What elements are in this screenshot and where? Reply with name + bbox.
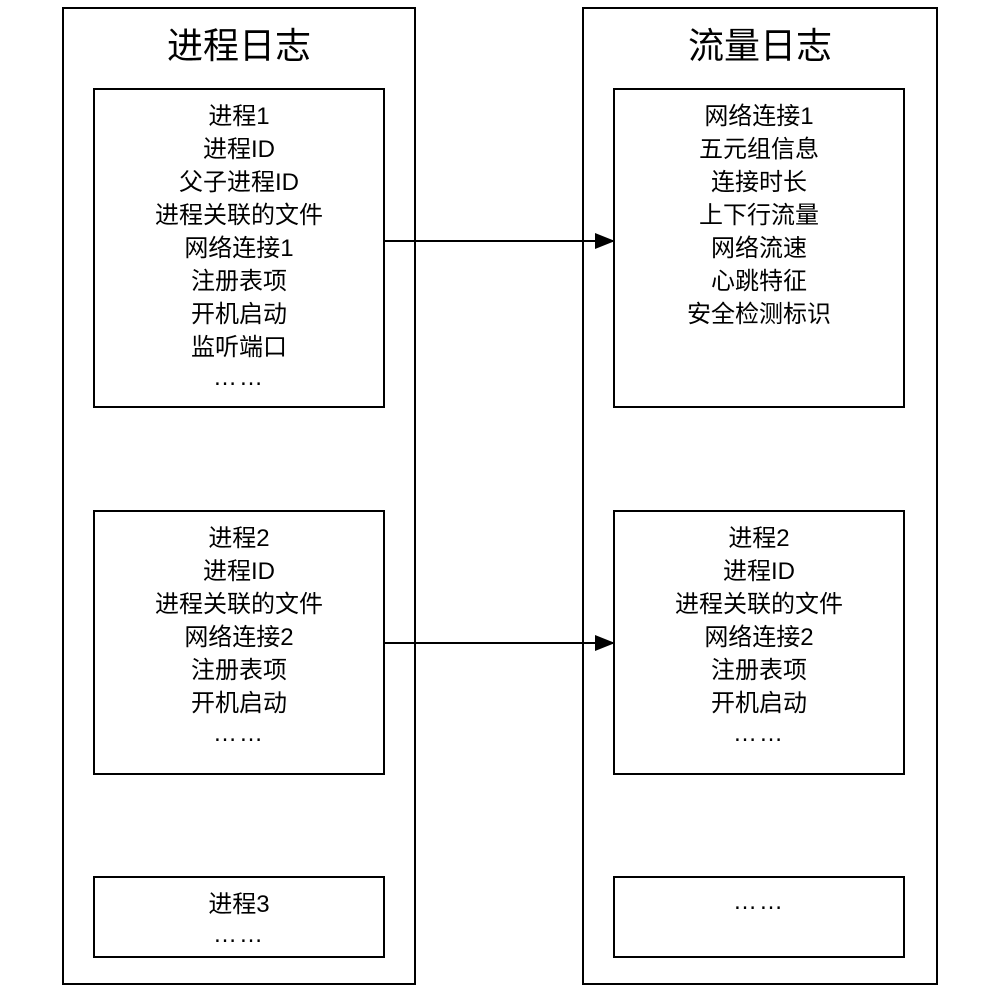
box-line: 进程关联的文件: [103, 588, 375, 621]
box-line: 网络流速: [623, 232, 895, 265]
box-line: 进程2: [103, 522, 375, 555]
box-line: 上下行流量: [623, 199, 895, 232]
process-box-1: 进程1进程ID父子进程ID进程关联的文件网络连接1注册表项开机启动监听端口……: [93, 88, 385, 408]
ellipsis: ……: [103, 921, 375, 949]
box-line: 进程关联的文件: [623, 588, 895, 621]
box-line: 进程1: [103, 100, 375, 133]
ellipsis: ……: [623, 888, 895, 916]
left-column-title: 进程日志: [64, 9, 414, 81]
traffic-box-1: 网络连接1五元组信息连接时长上下行流量网络流速心跳特征安全检测标识: [613, 88, 905, 408]
process-box-3: 进程3……: [93, 876, 385, 958]
box-line: 进程关联的文件: [103, 199, 375, 232]
box-line: 网络连接1: [103, 232, 375, 265]
right-column-title: 流量日志: [584, 9, 936, 81]
box-line: 五元组信息: [623, 133, 895, 166]
traffic-box-3: ……: [613, 876, 905, 958]
process-box-2: 进程2进程ID进程关联的文件网络连接2注册表项开机启动……: [93, 510, 385, 775]
ellipsis: ……: [103, 364, 375, 392]
box-line: 网络连接2: [623, 621, 895, 654]
box-line: 网络连接1: [623, 100, 895, 133]
box-line: 心跳特征: [623, 265, 895, 298]
ellipsis: ……: [623, 720, 895, 748]
ellipsis: ……: [103, 720, 375, 748]
box-line: 开机启动: [103, 687, 375, 720]
box-line: 注册表项: [103, 654, 375, 687]
box-line: 进程ID: [103, 555, 375, 588]
box-line: 开机启动: [103, 298, 375, 331]
box-line: 连接时长: [623, 166, 895, 199]
box-line: 监听端口: [103, 331, 375, 364]
box-line: 进程3: [103, 888, 375, 921]
box-line: 父子进程ID: [103, 166, 375, 199]
box-line: 进程ID: [103, 133, 375, 166]
box-line: 注册表项: [103, 265, 375, 298]
traffic-box-2: 进程2进程ID进程关联的文件网络连接2注册表项开机启动……: [613, 510, 905, 775]
box-line: 开机启动: [623, 687, 895, 720]
box-line: 进程2: [623, 522, 895, 555]
box-line: 安全检测标识: [623, 298, 895, 331]
box-line: 进程ID: [623, 555, 895, 588]
box-line: 注册表项: [623, 654, 895, 687]
box-line: 网络连接2: [103, 621, 375, 654]
